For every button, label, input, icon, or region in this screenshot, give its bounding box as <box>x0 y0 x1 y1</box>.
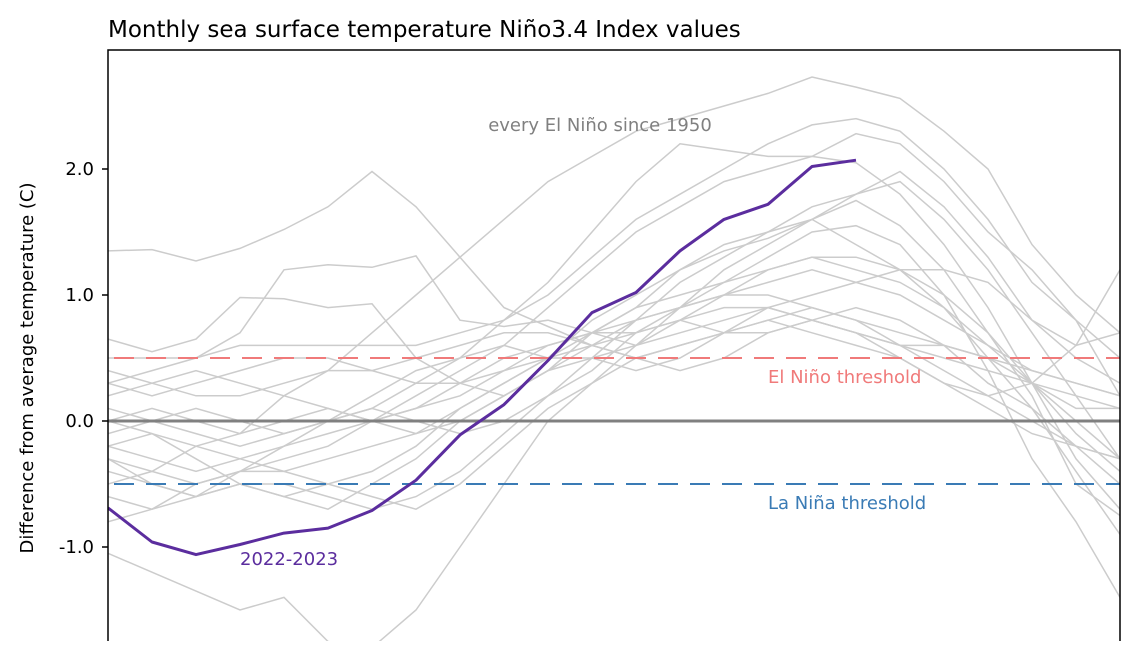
y-tick-label: 0.0 <box>65 411 94 432</box>
background-el-nino-line <box>108 319 1120 523</box>
background-el-nino-line <box>108 306 1120 485</box>
background-el-nino-line <box>108 155 1120 510</box>
y-tick-label: 1.0 <box>65 285 94 306</box>
y-axis-ticks: -1.0 0.0 1.0 2.0 <box>59 159 108 558</box>
background-el-nino-line <box>108 224 1120 598</box>
background-el-nino-line <box>108 306 1120 511</box>
la-nina-threshold-label: La Niña threshold <box>768 493 926 514</box>
series-line-2022-2023 <box>108 158 857 557</box>
plot-frame <box>107 49 1121 645</box>
background-el-nino-line <box>108 269 1120 473</box>
series-label-2022-2023: 2022-2023 <box>240 549 338 570</box>
y-axis-label: Difference from average temperature (C) <box>17 182 38 553</box>
background-el-nino-line <box>108 117 1120 359</box>
background-el-nino-line <box>108 76 1120 485</box>
chart-title: Monthly sea surface temperature Niño3.4 … <box>108 17 741 43</box>
y-tick-label: -1.0 <box>59 537 94 558</box>
background-series-label: every El Niño since 1950 <box>488 115 712 136</box>
plot-content <box>108 76 1120 641</box>
background-el-nino-line <box>108 170 1120 397</box>
el-nino-threshold-label: El Niño threshold <box>768 367 921 388</box>
background-el-nino-line <box>108 269 1120 435</box>
plot-area <box>107 49 1121 645</box>
y-tick-label: 2.0 <box>65 159 94 180</box>
background-el-nino-line <box>108 132 1120 435</box>
background-el-nino-line <box>108 256 1120 473</box>
